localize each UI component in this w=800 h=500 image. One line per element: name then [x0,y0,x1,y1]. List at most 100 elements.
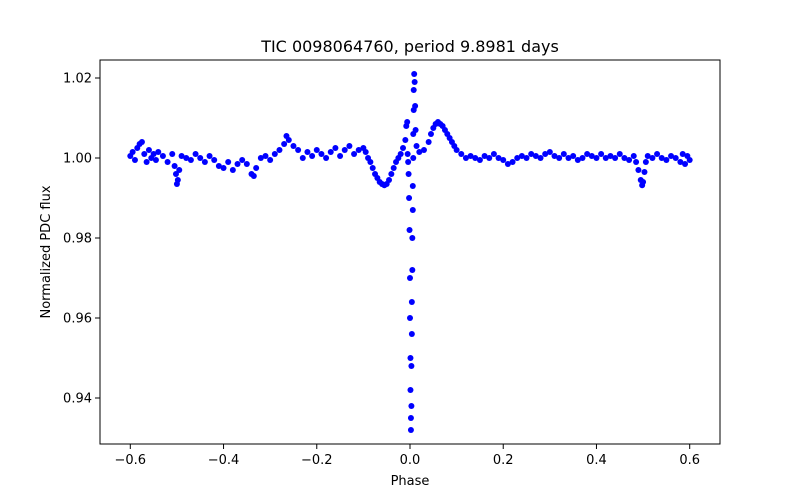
data-point [267,157,274,163]
data-point [143,159,150,165]
data-point [250,173,257,179]
data-point [220,165,227,171]
data-point [253,165,260,171]
data-point [425,139,432,145]
data-point [407,275,413,281]
data-point [327,149,334,155]
data-point [406,195,413,201]
data-point [453,147,460,153]
data-point [654,151,661,157]
data-point [500,157,507,163]
data-point [408,403,415,409]
data-point [407,427,414,433]
data-point [409,267,416,273]
data-point [197,155,204,161]
x-tick-label: −0.4 [208,453,240,468]
data-point [405,159,412,165]
data-point [271,151,278,157]
x-axis-label: Phase [391,474,430,489]
data-point [295,147,302,153]
data-point [405,171,412,177]
data-point [649,155,656,161]
data-point [467,153,474,159]
y-tick-label: 0.96 [63,312,92,327]
data-point [367,159,374,165]
data-point [472,155,479,161]
data-point [565,155,572,161]
data-point [462,155,469,161]
data-point [486,155,493,161]
data-point [346,143,353,149]
data-point [642,159,649,165]
data-point [408,363,415,369]
data-point [458,151,465,157]
data-point [225,159,232,165]
data-point [318,151,325,157]
data-point [679,151,686,157]
data-point [187,157,194,163]
data-point [411,79,418,85]
data-point [355,147,362,153]
data-point [285,137,292,143]
data-point [630,153,637,159]
data-point [262,153,269,159]
data-point [138,139,145,145]
data-point [239,157,246,163]
data-point [141,151,148,157]
y-tick-label: 0.98 [63,232,92,247]
data-point [390,165,397,171]
data-point [504,161,511,167]
data-point [602,155,609,161]
data-point [410,155,417,161]
x-tick-label: −0.2 [301,453,333,468]
data-point [570,153,577,159]
data-point [171,163,178,169]
data-point [404,151,411,157]
chart-title: TIC 0098064760, period 9.8981 days [260,37,559,56]
data-point [407,315,413,321]
data-point [481,153,488,159]
data-point [546,149,553,155]
data-point [556,155,563,161]
data-point [509,159,516,165]
data-point [672,155,679,161]
data-point [229,167,236,173]
data-point [407,415,414,421]
data-point [593,155,600,161]
data-point [409,235,416,241]
data-point [420,147,427,153]
data-point [410,87,417,93]
data-point [281,141,288,147]
data-point [409,207,416,213]
x-tick-label: 0.6 [679,453,700,468]
data-point [658,155,665,161]
data-point [129,149,136,155]
data-point [159,153,166,159]
y-tick-label: 1.00 [63,152,92,167]
data-point [351,151,358,157]
data-point [640,179,647,185]
data-point [682,161,689,167]
data-point [518,153,525,159]
data-point [299,155,306,161]
data-point [528,151,535,157]
data-point [411,71,418,77]
data-point [243,161,250,167]
data-point [174,177,181,183]
data-point [412,127,419,133]
data-point [309,153,316,159]
data-point [644,153,651,159]
x-tick-label: −0.6 [115,453,147,468]
data-point [588,153,595,159]
data-point [155,149,162,155]
data-point [408,299,415,305]
data-point [369,165,376,171]
data-point [408,331,415,337]
data-point [201,159,208,165]
data-point [641,169,648,175]
data-point [532,153,539,159]
data-point [514,155,521,161]
data-point [621,155,628,161]
